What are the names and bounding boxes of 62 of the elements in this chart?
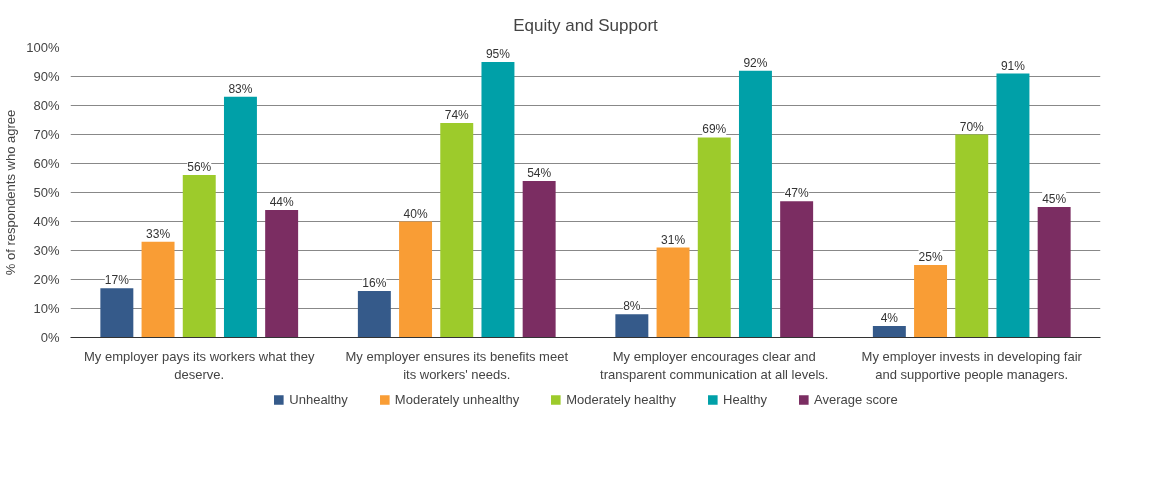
y-tick-label: 70% xyxy=(33,127,60,142)
data-label: 31% xyxy=(661,232,686,247)
bar xyxy=(265,209,299,338)
bar xyxy=(955,134,989,338)
y-tick-label: 40% xyxy=(33,214,60,229)
y-axis-title: % of respondents who agree xyxy=(3,109,19,276)
data-label: 83% xyxy=(228,81,253,96)
y-tick-label: 100% xyxy=(26,40,60,55)
data-label: 92% xyxy=(743,55,768,70)
bar xyxy=(141,241,175,338)
data-label: 95% xyxy=(485,47,511,61)
data-label: 70% xyxy=(959,119,985,134)
bar xyxy=(399,221,433,338)
x-tick-label: My employer invests in developing fair and supportive people managers. xyxy=(861,348,1083,382)
data-label: 45% xyxy=(1042,192,1067,206)
bar xyxy=(481,62,515,338)
bar xyxy=(780,201,814,338)
legend-label: Moderately healthy xyxy=(566,391,677,407)
data-label: 33% xyxy=(146,226,171,241)
y-tick-label: 10% xyxy=(33,301,60,316)
data-label: 91% xyxy=(1000,58,1026,73)
legend-label: Unhealthy xyxy=(289,391,348,407)
bar xyxy=(182,175,216,338)
y-tick-label: 0% xyxy=(40,330,60,345)
bar xyxy=(1037,207,1071,338)
bar xyxy=(697,137,731,338)
bar xyxy=(738,70,772,338)
data-label: 54% xyxy=(527,165,552,180)
y-tick-label: 80% xyxy=(33,98,60,113)
bar xyxy=(357,291,391,338)
data-label: 69% xyxy=(702,122,727,137)
data-label: 17% xyxy=(104,273,130,288)
bar xyxy=(615,314,649,338)
legend-label: Moderately unhealthy xyxy=(394,391,520,407)
bar xyxy=(522,180,556,338)
y-tick-label: 60% xyxy=(33,156,60,171)
x-tick-label: My employer ensures its benefits meet its workers' needs. xyxy=(345,348,569,382)
bar xyxy=(872,325,906,338)
bar xyxy=(656,247,690,338)
bar xyxy=(914,265,948,338)
legend-label: Average score xyxy=(814,391,898,407)
y-tick-label: 30% xyxy=(33,243,60,258)
data-label: 40% xyxy=(403,206,428,221)
data-label: 16% xyxy=(362,276,387,291)
bar xyxy=(996,73,1030,338)
bar xyxy=(223,96,257,338)
data-label: 8% xyxy=(623,299,641,314)
data-label: 47% xyxy=(784,186,809,201)
bar xyxy=(100,288,134,338)
data-label: 44% xyxy=(269,194,294,209)
legend-label: Healthy xyxy=(723,391,768,407)
y-tick-label: 90% xyxy=(33,69,60,84)
x-tick-label: My employer encourages clear and transparent communication at all levels. xyxy=(600,348,829,382)
data-label: 56% xyxy=(187,160,212,175)
bar xyxy=(440,122,474,338)
data-label: 25% xyxy=(918,250,943,264)
data-label: 74% xyxy=(444,107,470,122)
y-tick-label: 50% xyxy=(33,185,60,200)
y-tick-label: 20% xyxy=(33,272,60,287)
chart-title: Equity and Support xyxy=(513,15,659,35)
data-label: 4% xyxy=(880,310,899,325)
x-tick-label: My employer pays its workers what they deserve. xyxy=(84,348,315,382)
